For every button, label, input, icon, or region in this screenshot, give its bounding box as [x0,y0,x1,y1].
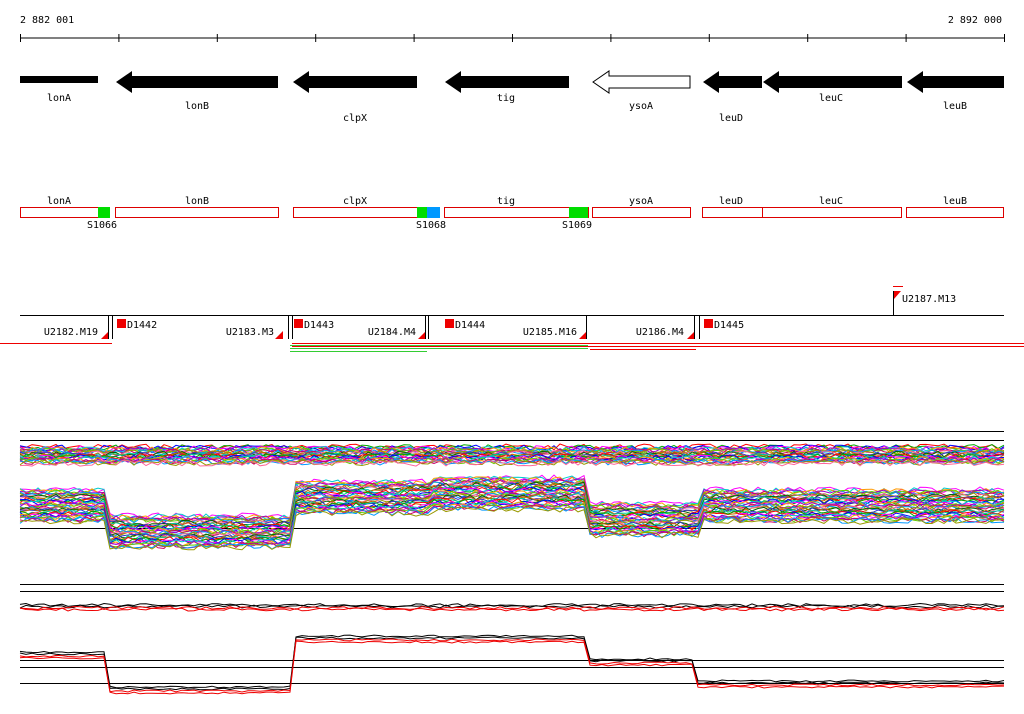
expression-trace-upper [19,451,1005,459]
upstream-marker-U2183[interactable] [275,331,283,339]
gene-box-tig[interactable] [444,207,589,218]
expression-trace-lower [19,504,1005,550]
gene-arrow-lonB[interactable] [116,71,278,93]
downstream-marker-D1445[interactable] [704,319,713,328]
start-coordinate-label: 2 882 001 [20,15,74,26]
summary-trace-lower [19,640,1005,695]
segment-label-S1068: S1068 [416,220,446,231]
gene-box-leuD[interactable] [702,207,763,218]
tu-boundary-ticks [108,315,700,339]
coordinate-ruler: 2 882 001 2 892 000 [20,15,1005,42]
expression-trace-lower [19,491,1005,537]
gene-label-leuB: leuB [943,101,967,112]
expression-trace-upper [19,459,1005,467]
expression-trace-upper [19,457,1005,465]
downstream-label-D1443: D1443 [304,320,334,331]
upstream-marker-U2182[interactable] [101,331,109,339]
tu-U2187-flag[interactable] [894,291,901,299]
box-label-tig: tig [497,196,515,207]
box-label-leuC: leuC [819,196,843,207]
gene-arrow-leuD[interactable] [703,71,762,93]
expression-trace-lower [19,503,1005,548]
box-label-ysoA: ysoA [629,196,653,207]
expression-summary-panel [19,584,1005,695]
gene-box-track: lonA lonB clpX tig ysoA leuD leuC leuB S… [20,196,1004,231]
segment-S1068-blue-block[interactable] [427,207,440,218]
box-label-leuB: leuB [943,196,967,207]
expression-trace-lower [19,497,1005,543]
summary-trace-upper [19,605,1005,611]
ruler-ticks [20,34,1005,42]
expression-lines [19,443,1005,551]
upstream-label-U2187: U2187.M13 [902,294,956,305]
expression-trace-upper [19,459,1005,467]
box-label-lonB: lonB [185,196,209,207]
gene-box-leuB[interactable] [906,207,1004,218]
expression-trace-upper [19,447,1005,455]
gene-label-leuD: leuD [719,113,743,124]
gene-label-tig: tig [497,93,515,104]
summary-trace-upper [19,607,1005,612]
upstream-marker-U2186[interactable] [687,331,695,339]
gene-arrow-lonA[interactable] [20,70,98,89]
gene-arrow-leuC[interactable] [763,71,902,93]
gene-label-lonA: lonA [47,93,71,104]
gene-arrow-track: lonA lonB clpX tig ysoA leuD leuC leuB [20,70,1004,124]
gene-box-leuC[interactable] [762,207,902,218]
gene-box-ysoA[interactable] [592,207,691,218]
gene-arrow-clpX[interactable] [293,71,417,93]
gene-arrow-leuB[interactable] [907,71,1004,93]
summary-trace-lower [19,638,1005,693]
box-label-clpX: clpX [343,196,367,207]
gene-box-lonA[interactable] [20,207,109,218]
box-label-leuD: leuD [719,196,743,207]
downstream-label-D1445: D1445 [714,320,744,331]
transcription-unit-track: U2187.M13 U2182.M19 U2183.M3 U2184.M4 U2… [0,286,1024,352]
downstream-marker-D1442[interactable] [117,319,126,328]
expression-trace-upper [19,449,1005,457]
downstream-label-D1444: D1444 [455,320,485,331]
expression-trace-upper [19,458,1005,466]
gene-label-ysoA: ysoA [629,101,653,112]
upstream-marker-U2184[interactable] [418,331,426,339]
downstream-marker-D1443[interactable] [294,319,303,328]
box-label-lonA: lonA [47,196,71,207]
upstream-label-U2182: U2182.M19 [44,327,98,338]
summary-trace-lower [19,636,1005,691]
expression-trace-lower [19,486,1004,532]
gene-arrow-ysoA[interactable] [592,70,691,94]
segment-S1066-block[interactable] [98,207,110,218]
expression-trace-lower [19,484,1005,529]
gene-label-lonB: lonB [185,101,209,112]
downstream-marker-D1444[interactable] [445,319,454,328]
upstream-label-U2184: U2184.M4 [368,327,416,338]
expression-trace-lower [19,490,1005,535]
segment-label-S1069: S1069 [562,220,592,231]
segment-label-S1066: S1066 [87,220,117,231]
expression-summary-lines [19,602,1005,695]
expression-trace-lower [19,505,1005,550]
summary-trace-lower [19,634,1005,689]
gene-box-lonB[interactable] [115,207,279,218]
downstream-label-D1442: D1442 [127,320,157,331]
gene-arrow-tig[interactable] [445,71,569,93]
expression-trace-lower [19,506,1005,551]
expression-trace-upper [19,444,1005,452]
segment-S1069-block[interactable] [569,207,588,218]
expression-trace-upper [19,455,1005,463]
end-coordinate-label: 2 892 000 [948,15,1002,26]
upstream-label-U2185: U2185.M16 [523,327,577,338]
gene-label-clpX: clpX [343,113,367,124]
expression-profile-panel [19,431,1005,551]
upstream-label-U2183: U2183.M3 [226,327,274,338]
expression-trace-lower [19,483,1005,529]
upstream-marker-U2185[interactable] [579,331,587,339]
segment-S1068-green-block[interactable] [417,207,427,218]
gene-label-leuC: leuC [819,93,843,104]
upstream-label-U2186: U2186.M4 [636,327,684,338]
